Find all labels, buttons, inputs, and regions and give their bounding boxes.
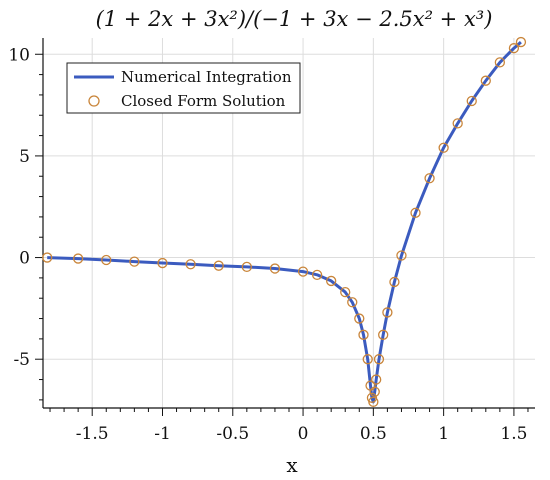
series-marker-closed-form [358, 329, 369, 340]
series-marker-closed-form [515, 36, 527, 48]
series-marker-closed-form [42, 252, 53, 263]
series-marker-closed-form [480, 75, 491, 86]
series-marker-closed-form [368, 396, 379, 408]
series-marker-closed-form [369, 386, 380, 397]
series-marker-closed-form [452, 118, 463, 129]
series-marker-closed-form [157, 257, 168, 269]
series-marker-closed-form [424, 173, 435, 184]
series-marker-closed-form [326, 275, 337, 287]
series-marker-closed-form [297, 266, 309, 277]
series-layer [42, 36, 527, 408]
x-tick-label: -1.5 [76, 424, 109, 444]
series-marker-closed-form [371, 374, 382, 385]
series-marker-closed-form [410, 207, 421, 218]
legend: Numerical Integration Closed Form Soluti… [66, 62, 301, 114]
series-marker-closed-form [185, 259, 196, 270]
series-marker-closed-form [311, 269, 323, 280]
legend-label-numerical: Numerical Integration [121, 68, 292, 86]
y-tick-label: 0 [19, 249, 30, 269]
x-tick-label: 0 [298, 424, 309, 444]
series-marker-closed-form [129, 256, 140, 267]
series-marker-closed-form [508, 43, 520, 54]
series-marker-closed-form [213, 260, 224, 271]
y-tick-label: 5 [19, 147, 30, 167]
x-tick-label: -0.5 [216, 424, 249, 444]
series-marker-closed-form [72, 253, 84, 264]
series-marker-closed-form [438, 142, 449, 153]
chart-title: (1 + 2x + 3x²)/(−1 + 3x − 2.5x² + x³) [96, 7, 493, 31]
series-marker-closed-form [101, 254, 112, 266]
legend-label-closed-form: Closed Form Solution [121, 92, 286, 110]
series-marker-closed-form [354, 313, 365, 324]
series-marker-closed-form [382, 307, 393, 318]
legend-box [66, 62, 301, 114]
series-marker-closed-form [340, 286, 351, 298]
series-marker-closed-form [347, 297, 358, 308]
legend-marker-swatch [88, 95, 100, 107]
x-tick-label: 0.5 [360, 424, 387, 444]
series-marker-closed-form [494, 57, 506, 68]
y-tick-label: -5 [13, 350, 30, 370]
series-marker-closed-form [241, 261, 252, 273]
x-axis-label: x [286, 453, 298, 477]
x-tick-label: 1.5 [500, 424, 527, 444]
x-tick-label: -1 [154, 424, 171, 444]
ticks: -1.5 -1 -0.5 0 0.5 1 1.5 -5 0 5 10 [8, 45, 529, 444]
series-marker-closed-form [389, 276, 400, 288]
y-tick-label: 10 [8, 45, 30, 65]
series-marker-closed-form [378, 329, 389, 340]
series-marker-closed-form [396, 250, 407, 261]
x-tick-label: 1 [438, 424, 449, 444]
series-marker-closed-form [269, 263, 281, 274]
series-marker-closed-form [362, 354, 373, 365]
series-marker-closed-form [373, 354, 385, 365]
series-marker-closed-form [466, 95, 477, 107]
